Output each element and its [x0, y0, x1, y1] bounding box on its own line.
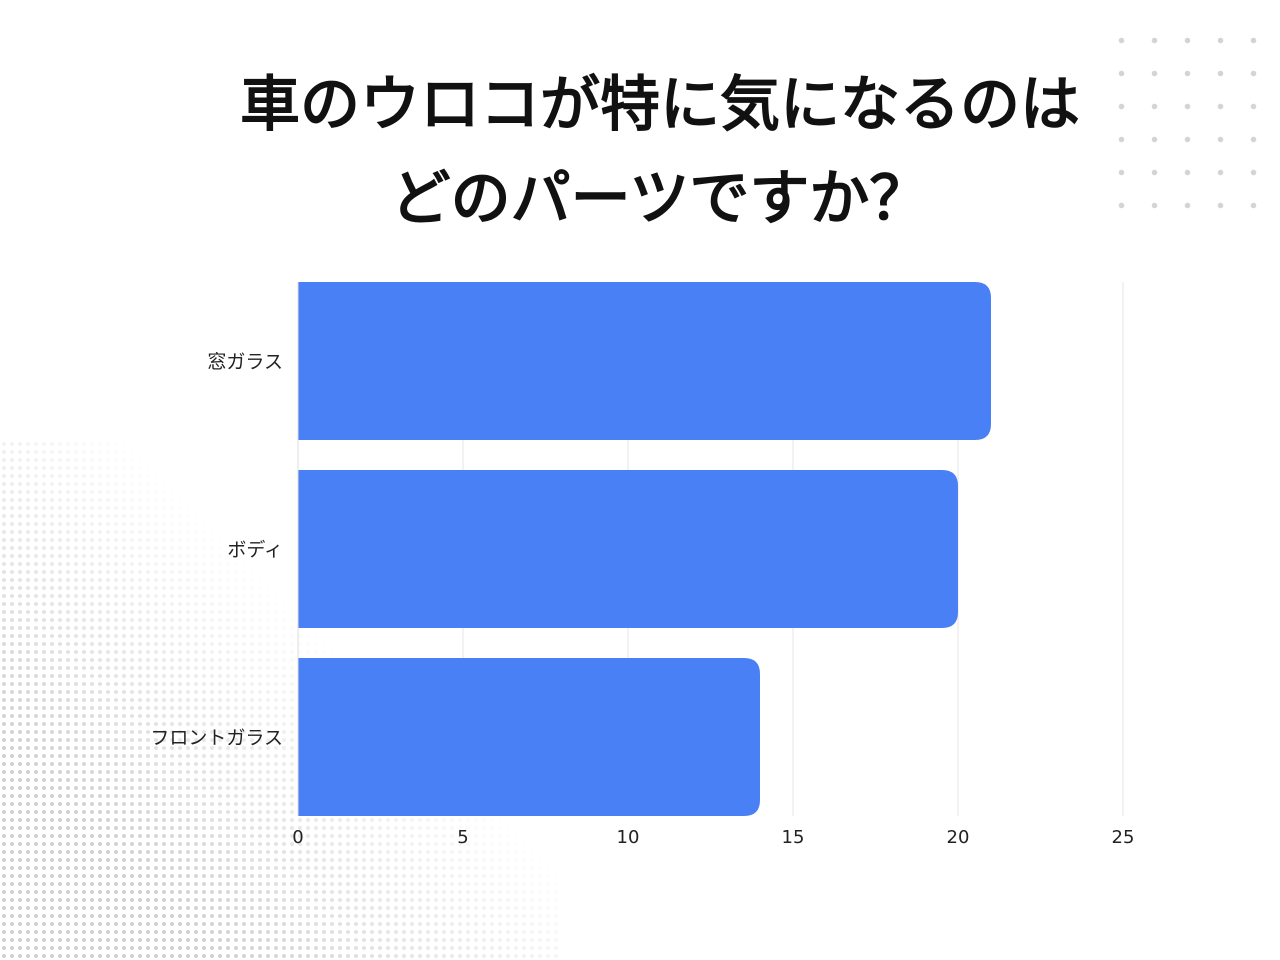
- y-category-label: ボディ: [227, 539, 283, 561]
- y-category-label: 窓ガラス: [207, 351, 283, 373]
- x-tick-label: 15: [782, 827, 805, 848]
- x-tick-label: 25: [1112, 827, 1135, 848]
- y-category-label: フロントガラス: [150, 727, 283, 749]
- title-line-1: 車のウロコが特に気になるのは: [240, 70, 1080, 140]
- bar: [298, 470, 958, 628]
- x-tick-label: 5: [457, 827, 468, 848]
- x-tick-label: 20: [947, 827, 970, 848]
- x-tick-label: 10: [617, 827, 640, 848]
- bar: [298, 282, 991, 440]
- decorative-dot-pattern-top-right: [1105, 24, 1275, 209]
- bar: [298, 658, 760, 816]
- chart-title: 車のウロコが特に気になるのは どのパーツですか？: [0, 58, 1280, 246]
- x-tick-label: 0: [292, 827, 303, 848]
- title-line-2: どのパーツですか？: [390, 164, 930, 234]
